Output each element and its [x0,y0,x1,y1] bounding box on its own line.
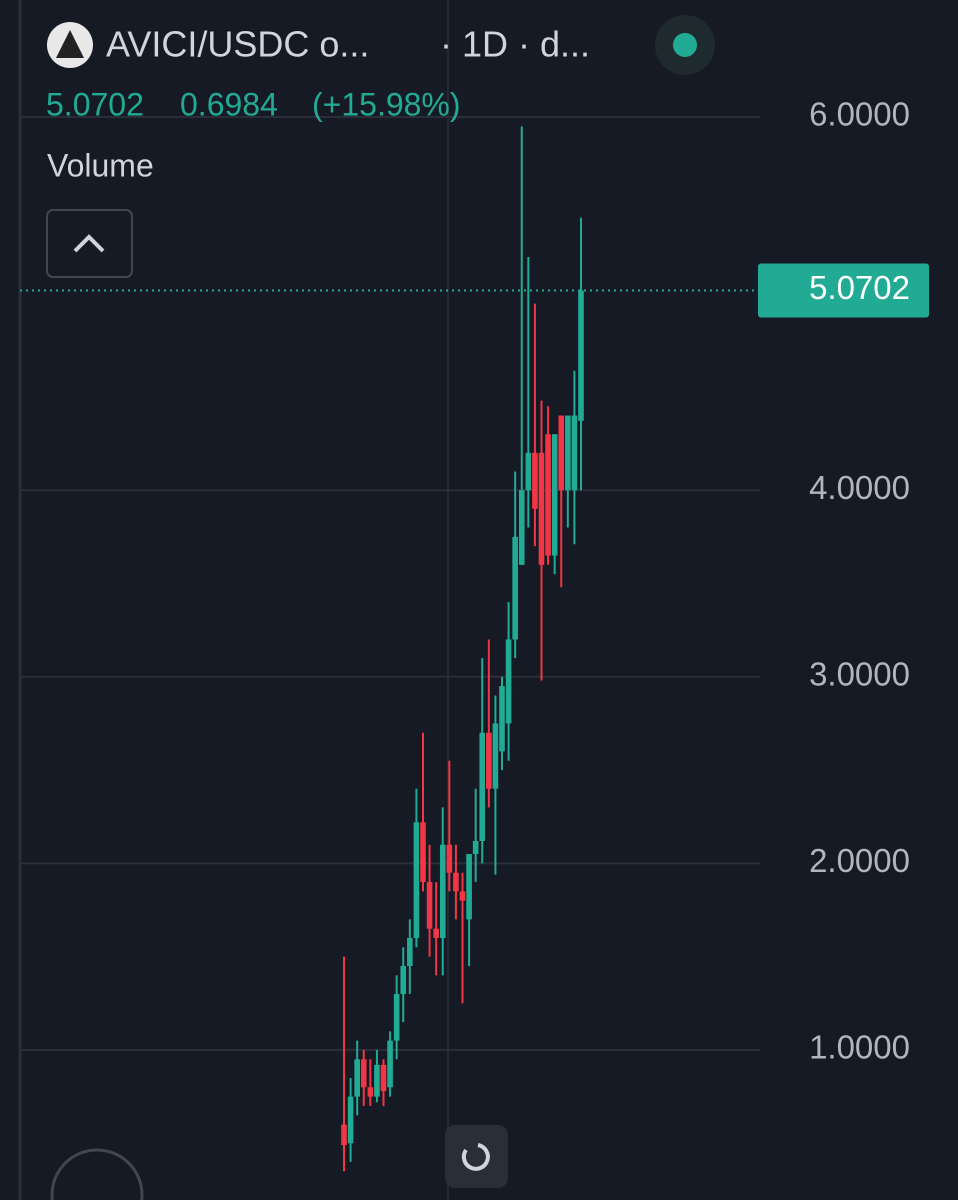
candle-body [426,882,433,929]
candle-body [433,928,439,939]
candle-body [512,536,518,640]
candle-body [505,639,512,724]
candle-body [354,1059,360,1097]
collapse-button[interactable] [46,209,133,278]
change-value: 0.6984 [180,86,278,122]
candle-body [374,1064,380,1097]
candle-body [407,938,413,967]
candle-body [400,966,407,994]
candle-body [532,452,538,509]
candle-body [551,434,558,556]
candle-body [393,993,400,1041]
candle-body [380,1064,387,1092]
y-tick-label: 3.0000 [809,656,910,693]
candle-body [341,1124,347,1146]
candle-body [459,891,466,901]
candle-body [492,723,499,789]
candle-body [453,872,459,892]
tv-logo[interactable] [50,1148,144,1200]
candle-body [347,1096,354,1144]
candle-body [360,1059,367,1088]
reset-button[interactable] [445,1125,508,1188]
candles [20,126,758,1172]
change-percent: (+15.98%) [312,86,461,122]
reset-icon [461,1143,490,1171]
candle-body [558,415,565,491]
candle-body [499,686,505,752]
volume-label: Volume [47,147,154,183]
candle-body [486,732,492,789]
last-price-box [758,263,929,318]
interval: · 1D · d... [440,24,590,65]
y-tick-label: 2.0000 [809,842,910,879]
y-tick-label: 1.0000 [809,1029,910,1066]
y-tick-label: 4.0000 [809,469,910,506]
candle-body [466,854,472,920]
candle-body [479,732,486,841]
candle-body [446,844,453,873]
status-dot [673,33,697,57]
logo-mark [56,30,84,58]
candle-body [565,415,571,491]
chevron-up [73,234,105,253]
last-price-label: 5.0702 [809,269,910,306]
candle-body [518,490,525,565]
candle-body [538,452,545,565]
candle-body [439,844,446,939]
last-value: 5.0702 [46,86,144,122]
candle-body [420,822,426,883]
candle-body [578,290,584,421]
y-tick-label: 6.0000 [809,96,910,133]
candle-body [472,840,479,855]
candle-body [387,1040,393,1088]
symbol-title[interactable]: AVICI/USDC o... [106,24,369,65]
price-axis: 1.0000 2.0000 3.0000 4.0000 6.0000 5.0702 [758,96,929,1066]
candle-body [367,1087,374,1097]
candle-body [525,452,532,491]
candle-body [571,415,578,491]
candle-body [413,822,420,939]
candle-body [545,434,551,556]
